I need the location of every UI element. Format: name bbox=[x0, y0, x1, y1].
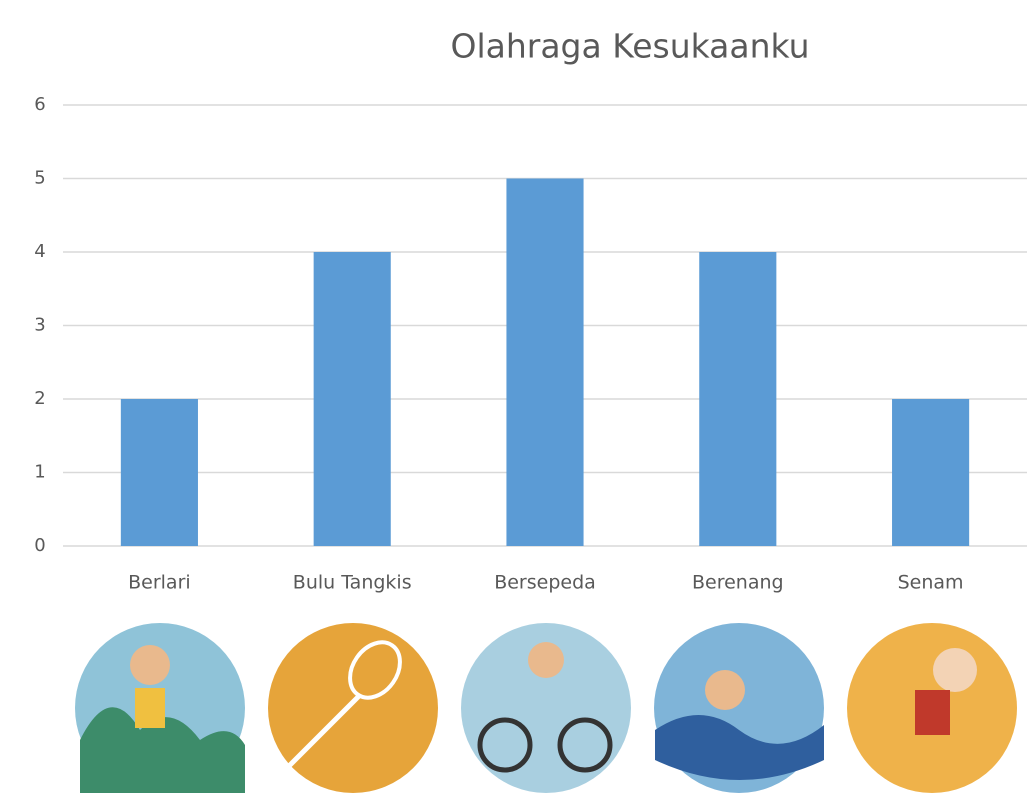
chart: Olahraga Kesukaanku 0 1 2 3 4 5 6 Berlari Bulu T… bbox=[0, 0, 1027, 793]
y-tick-label: 6 bbox=[34, 94, 45, 115]
bar bbox=[314, 252, 391, 546]
bar bbox=[506, 179, 583, 547]
x-tick-label: Bulu Tangkis bbox=[293, 572, 412, 594]
x-tick-label: Berlari bbox=[128, 572, 191, 594]
x-tick-label: Berenang bbox=[692, 572, 784, 594]
x-tick-label: Senam bbox=[898, 572, 964, 594]
y-tick-label: 1 bbox=[34, 462, 45, 483]
y-tick-label: 0 bbox=[34, 535, 45, 556]
gymnast-head bbox=[933, 648, 977, 692]
y-tick-label: 3 bbox=[34, 315, 45, 336]
bar bbox=[121, 399, 198, 546]
y-tick-label: 5 bbox=[34, 168, 45, 189]
bar bbox=[699, 252, 776, 546]
chart-title: Olahraga Kesukaanku bbox=[450, 27, 809, 66]
swimmer-head bbox=[705, 670, 745, 710]
runner-head bbox=[130, 645, 170, 685]
bar bbox=[892, 399, 969, 546]
y-tick-label: 2 bbox=[34, 388, 45, 409]
gymnast-body bbox=[915, 690, 950, 735]
badminton-illustration bbox=[268, 623, 438, 793]
cyclist-head bbox=[528, 642, 564, 678]
x-tick-label: Bersepeda bbox=[494, 572, 596, 594]
runner-body bbox=[135, 688, 165, 728]
illustrations bbox=[75, 623, 1017, 793]
y-tick-label: 4 bbox=[34, 241, 45, 262]
